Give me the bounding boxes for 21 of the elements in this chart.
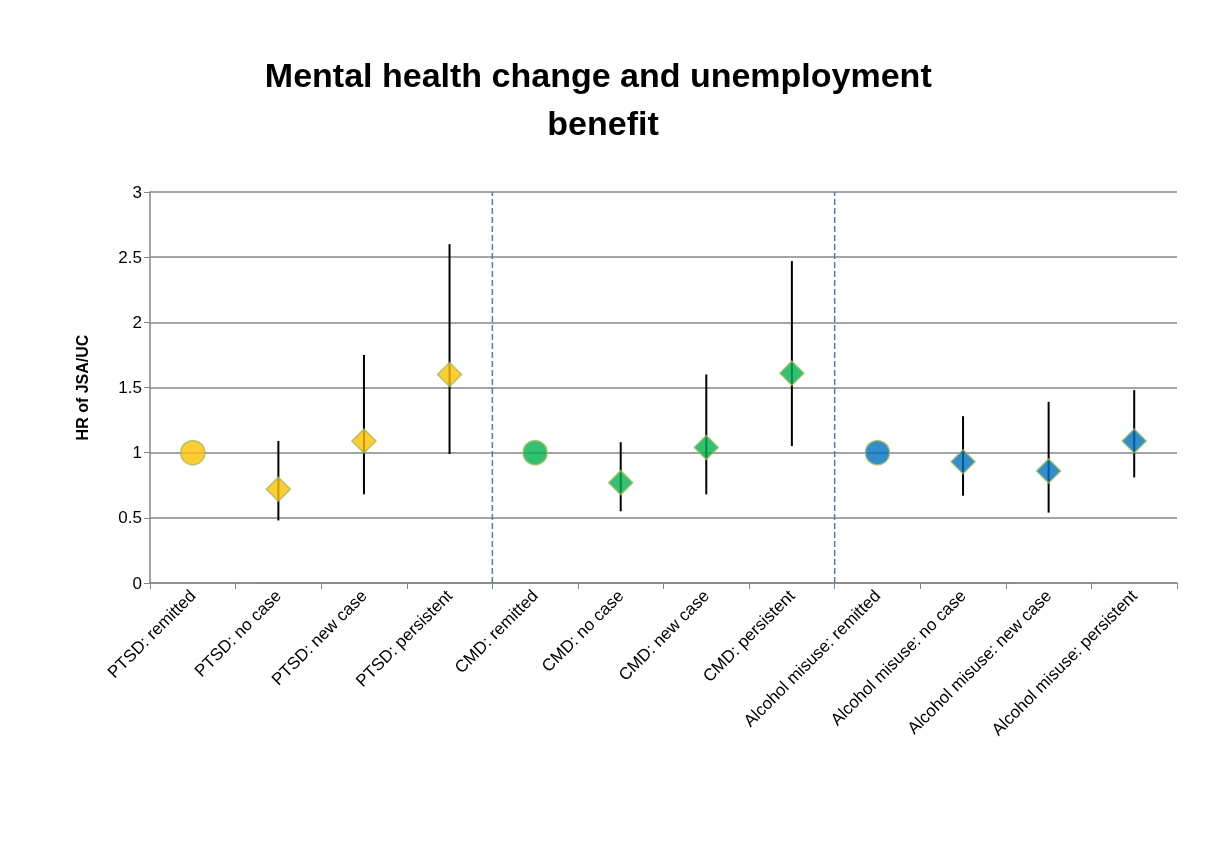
point xyxy=(950,449,976,475)
point xyxy=(351,428,377,454)
y-tick-label: 0 xyxy=(132,573,142,593)
point xyxy=(1035,458,1062,484)
y-axis-title: HR of JSA/UC xyxy=(73,334,91,441)
y-tick-label: 3 xyxy=(132,182,142,202)
point xyxy=(436,361,463,388)
point xyxy=(693,434,720,461)
y-tick-label: 0.5 xyxy=(118,508,142,528)
y-tick-label: 2 xyxy=(132,312,142,332)
point xyxy=(779,360,805,386)
y-tick-label: 2.5 xyxy=(118,247,142,267)
chart-title: Mental health change and unemployment benefit xyxy=(264,56,942,142)
point xyxy=(1121,428,1147,454)
point xyxy=(864,439,891,466)
y-tick-label: 1 xyxy=(132,443,142,463)
point xyxy=(180,439,206,466)
y-tick-label: 1.5 xyxy=(118,378,142,397)
point xyxy=(607,469,634,496)
point xyxy=(265,476,292,502)
point xyxy=(522,439,548,466)
